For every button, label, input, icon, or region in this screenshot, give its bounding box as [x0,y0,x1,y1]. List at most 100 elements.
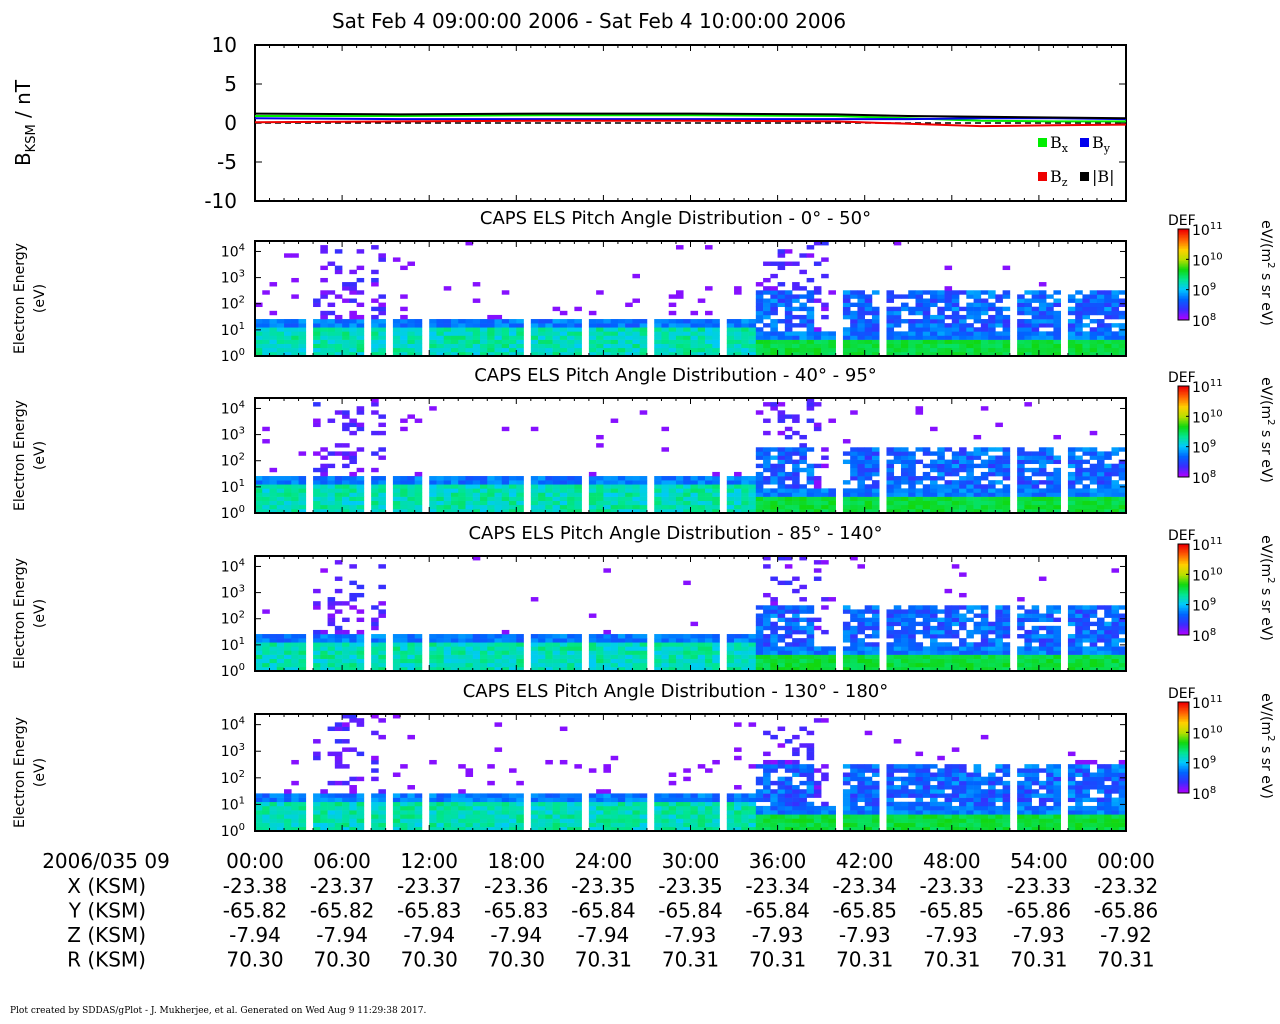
spectrogram-cell [1075,459,1083,465]
spectrogram-cell [741,500,749,506]
colorbar-swatch [1178,315,1189,318]
spectrogram-cell [545,492,553,497]
spectrogram-cell [400,642,408,647]
spectrogram-cell [995,666,1003,672]
spectrogram-cell [1089,621,1098,627]
spectrogram-cell [951,459,960,465]
spectrogram-cell [988,351,996,357]
spectrogram-cell [806,666,815,672]
spectrogram-cell [407,327,415,332]
spectrogram-cell [1053,484,1061,489]
spectrogram-cell [784,314,793,320]
spectrogram-cell [734,500,742,506]
spectrogram-cell [349,451,357,456]
colorbar-swatch [1178,461,1189,464]
spectrogram-cell [400,418,408,423]
spectrogram-cell [683,654,691,659]
spectrogram-cell [821,605,829,610]
spectrogram-cell [806,298,815,303]
colorbar-swatch [1178,604,1189,607]
spectrogram-cell [799,269,807,275]
spectrogram-cell [741,662,749,668]
spectrogram-cell [574,347,582,353]
spectrogram-cell [356,249,365,254]
spectrogram-cell [734,492,742,497]
spectrogram-cell [552,650,561,655]
spectrogram-cell [320,826,328,832]
spectrogram-cell [552,654,561,659]
spectrogram-cell [1024,504,1032,510]
spectrogram-cell [284,508,292,514]
colorbar-swatch [1178,417,1189,420]
spectrogram-cell [1111,629,1120,635]
spectrogram-cell [443,343,452,349]
spectrogram-cell [327,805,336,811]
spectrogram-cell [313,629,321,635]
spectrogram-cell [1002,634,1011,639]
spectrogram-cell [734,642,742,647]
spectrogram-cell [734,480,742,485]
spectrogram-cell [1053,662,1061,668]
spectrogram-cell [741,496,749,501]
spectrogram-cell [930,500,938,506]
spectrogram-cell [349,714,357,719]
spectrogram-cell [356,805,365,811]
spectrogram-cell [864,642,873,647]
spectrogram-cell [552,492,561,497]
spectrogram-cell [930,666,938,672]
spectrogram-cell [944,286,953,291]
spectrogram-cell [668,484,677,489]
spectrogram-cell [342,319,350,324]
spectrogram-cell [378,294,386,299]
spectrogram-cell [632,642,640,647]
spectrogram-cell [973,480,982,485]
spectrogram-cell [472,347,481,353]
spectrogram-cell [1002,459,1011,465]
spectrogram-cell [864,339,873,344]
spectrogram-cell [1089,492,1098,497]
colorbar-swatch [1178,565,1189,568]
spectrogram-cell [458,476,466,481]
spectrogram-cell [1082,613,1091,618]
spectrogram-cell [1053,459,1061,465]
spectrogram-cell [472,339,481,344]
spectrogram-cell [342,451,350,456]
spectrogram-cell [1104,629,1112,635]
spectrogram-cell [487,650,495,655]
spectrogram-cell [944,306,953,312]
spectrogram-cell [770,496,778,501]
colorbar-swatch [1178,568,1189,571]
spectrogram-cell [821,463,829,469]
spectrogram-cell [951,480,960,485]
spectrogram-cell [697,638,706,643]
spectrogram-cell [632,273,640,279]
spectrogram-cell [603,319,611,324]
spectrogram-cell [1046,629,1054,635]
spectrogram-cell [980,335,989,340]
spectrogram-cell [538,666,546,672]
spectrogram-cell [763,306,771,312]
spectrogram-cell [313,634,321,639]
spectrogram-cell [980,617,989,623]
spectrogram-cell [356,508,365,514]
colorbar-swatch [1178,419,1189,422]
spectrogram-cell [1046,314,1054,320]
spectrogram-cell [784,434,793,440]
spectrogram-cell [748,351,757,357]
spectrogram-cell [712,351,720,357]
spectrogram-cell [908,467,916,473]
spectrogram-cell [617,504,626,510]
spectrogram-cell [414,634,423,639]
spectrogram-cell [937,508,945,514]
spectrogram-cell [356,467,365,473]
spectrogram-cell [596,500,604,506]
spectrogram-cell [639,319,648,324]
spectrogram-cell [1075,467,1083,473]
spectrogram-cell [1038,666,1047,672]
spectrogram-cell [871,646,880,651]
spectrogram-cell [726,476,735,481]
spectrogram-cell [770,343,778,349]
spectrogram-cell [632,335,640,340]
spectrogram-cell [617,642,626,647]
spectrogram-cell [501,508,510,514]
